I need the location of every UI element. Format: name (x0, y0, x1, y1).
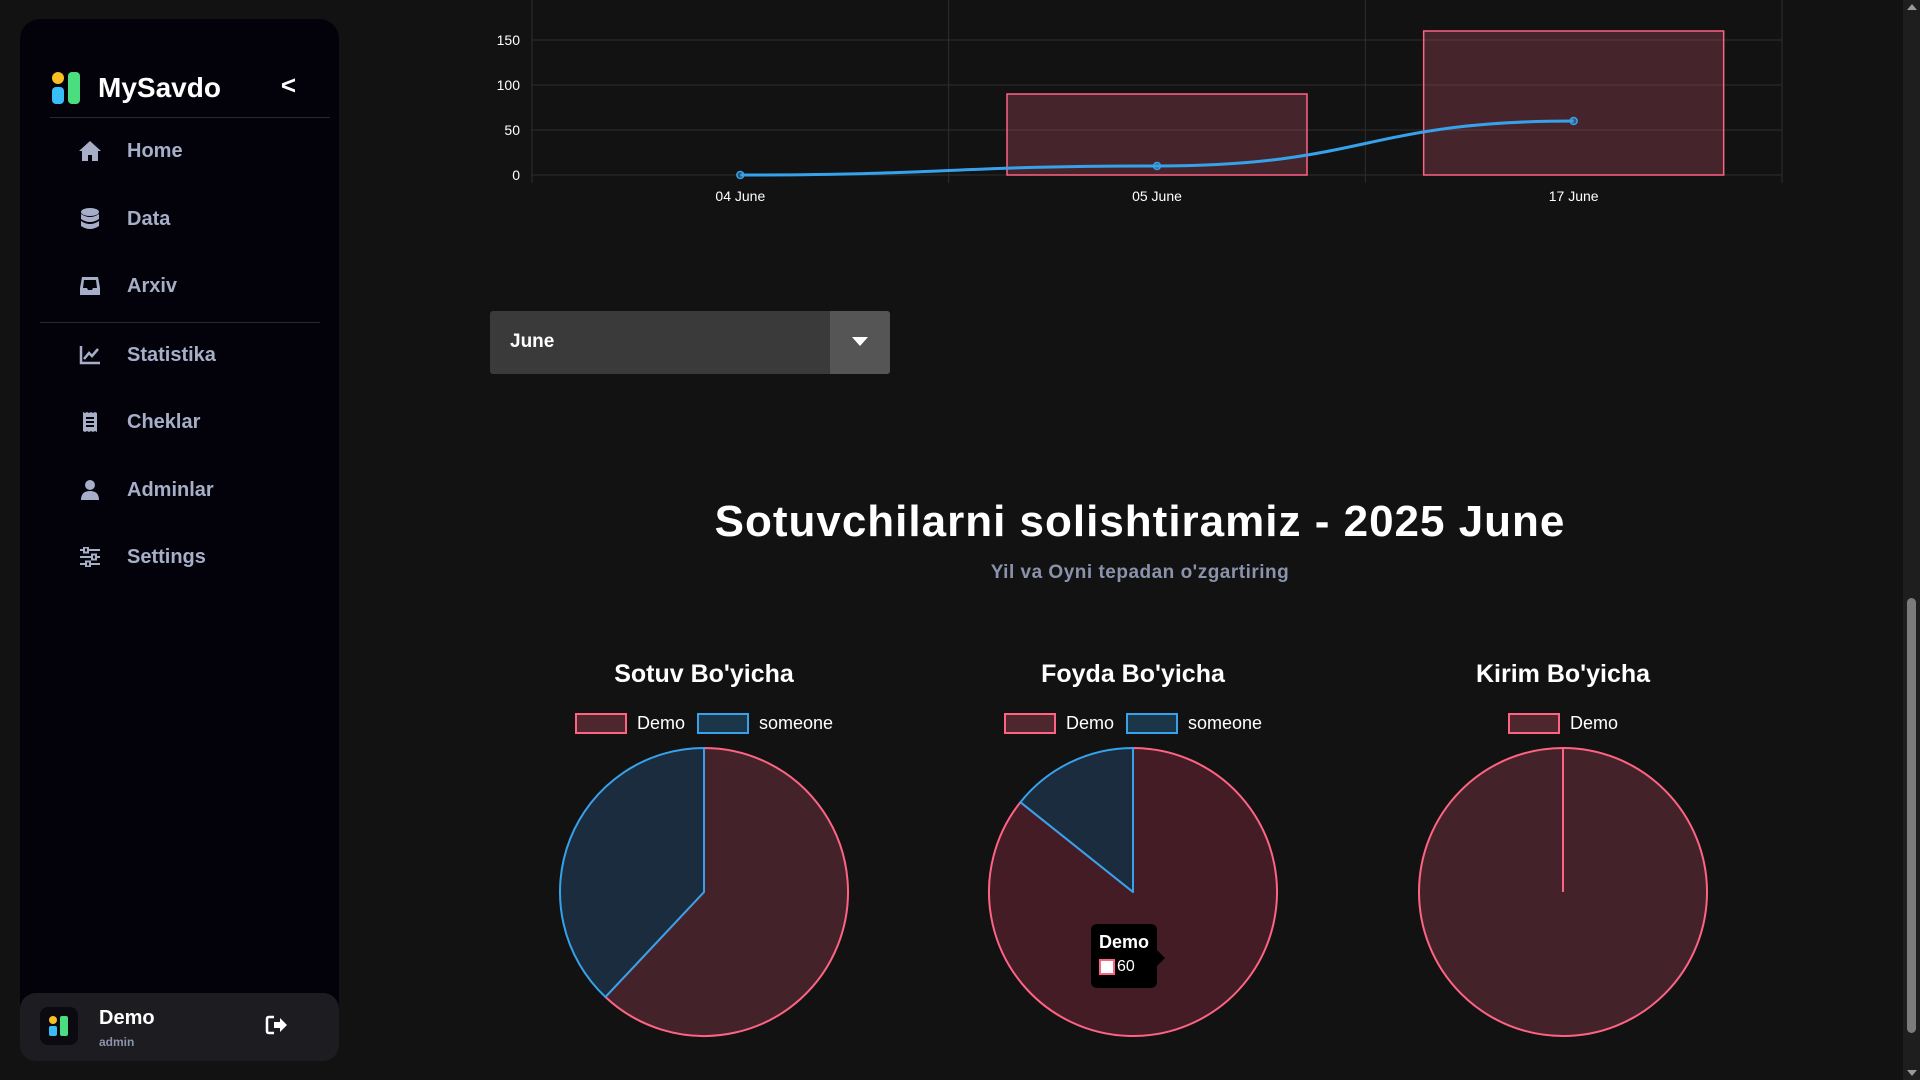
user-card: Demo admin (20, 993, 339, 1061)
legend-label: Demo (1569, 713, 1618, 733)
profit-pie-chart: Foyda Bo'yicha Demo someone Demo 60 (918, 655, 1348, 1055)
legend-label: Demo (1065, 713, 1114, 733)
x-tick-label: 05 June (1132, 188, 1182, 204)
sidebar-item-data[interactable]: Data (56, 193, 316, 245)
legend: Demo someone (489, 713, 919, 734)
chart-tooltip: Demo 60 (1091, 924, 1165, 988)
sidebar-item-label: Home (127, 139, 183, 162)
receipt-icon (76, 408, 104, 436)
scroll-up-icon[interactable] (1907, 4, 1917, 10)
series-line (740, 119, 1574, 177)
income-pie-chart: Kirim Bo'yicha Demo (1348, 655, 1778, 1055)
avatar (40, 1007, 78, 1045)
caret-down-icon (852, 334, 868, 352)
scroll-thumb[interactable] (1907, 598, 1916, 1033)
sidebar: MySavdo < Home Data Arxiv Statistika Che… (20, 19, 339, 1061)
sidebar-item-label: Data (127, 207, 171, 230)
legend-item[interactable]: Demo (1003, 713, 1114, 734)
sidebar-item-label: Statistika (127, 343, 216, 366)
divider (40, 322, 320, 323)
sliders-icon (76, 543, 104, 571)
tooltip-value: 60 (1117, 958, 1135, 975)
sidebar-item-cheklar[interactable]: Cheklar (56, 396, 316, 448)
pie-slices (988, 747, 1278, 1037)
tooltip-caret (1157, 950, 1165, 966)
section-title: Sotuvchilarni solishtiramiz - 2025 June (714, 497, 1566, 546)
user-icon (76, 476, 104, 504)
legend-swatch (696, 713, 749, 734)
legend-swatch (574, 713, 627, 734)
bar (1422, 30, 1725, 176)
legend-label: someone (758, 713, 834, 733)
database-icon (76, 205, 104, 233)
sidebar-item-home[interactable]: Home (56, 125, 316, 177)
x-tick-label: 17 June (1549, 188, 1599, 204)
logout-icon (265, 1015, 289, 1039)
month-select-value: June (510, 331, 555, 352)
inbox-icon (76, 272, 104, 300)
sidebar-item-adminlar[interactable]: Adminlar (56, 464, 316, 516)
sidebar-item-arxiv[interactable]: Arxiv (56, 260, 316, 312)
legend-item[interactable]: Demo (1507, 713, 1618, 734)
y-tick-label: 50 (504, 122, 520, 138)
sidebar-item-label: Arxiv (127, 274, 178, 297)
pie-slice (604, 747, 849, 1037)
sidebar-item-label: Cheklar (127, 410, 201, 433)
user-role: admin (99, 1035, 135, 1049)
pie-title: Kirim Bo'yicha (1475, 660, 1651, 688)
line-point (1152, 161, 1162, 171)
user-name: Demo (99, 1007, 155, 1029)
legend-item[interactable]: someone (1125, 713, 1263, 734)
scrollbar[interactable] (1903, 0, 1920, 1080)
y-tick-label: 0 (512, 167, 520, 183)
sidebar-item-label: Settings (127, 545, 206, 568)
pie-slices (559, 747, 849, 1037)
logout-button[interactable] (265, 1015, 291, 1039)
line-point (1569, 116, 1578, 126)
legend: Demo someone (918, 713, 1348, 734)
sales-pie-chart: Sotuv Bo'yicha Demo someone (489, 655, 919, 1055)
sidebar-item-statistika[interactable]: Statistika (56, 329, 316, 381)
chart-line-icon (76, 341, 104, 369)
scroll-down-icon[interactable] (1907, 1070, 1917, 1076)
brand-title: MySavdo (98, 72, 221, 103)
pie-slice (1019, 747, 1134, 893)
home-icon (76, 137, 104, 165)
x-tick-label: 04 June (715, 188, 765, 204)
legend-swatch (1507, 713, 1560, 734)
divider (50, 117, 330, 118)
legend-item[interactable]: someone (696, 713, 834, 734)
legend-swatch (1125, 713, 1178, 734)
tooltip-title: Demo (1099, 932, 1150, 952)
sidebar-item-settings[interactable]: Settings (56, 531, 316, 583)
legend-label: someone (1187, 713, 1263, 733)
app-logo-icon (52, 72, 82, 104)
pie-slice (988, 747, 1278, 1037)
pie-title: Foyda Bo'yicha (1041, 660, 1225, 688)
legend-item[interactable]: Demo (574, 713, 685, 734)
month-select[interactable]: June (490, 311, 890, 374)
pie-slices (1418, 747, 1708, 1037)
pie-title: Sotuv Bo'yicha (614, 660, 794, 688)
line-point (736, 170, 745, 180)
legend: Demo (1348, 713, 1778, 734)
tooltip-swatch (1099, 959, 1115, 975)
dropdown-toggle[interactable] (830, 311, 890, 374)
y-tick-label: 100 (497, 77, 521, 93)
sidebar-item-label: Adminlar (127, 478, 214, 501)
legend-swatch (1003, 713, 1056, 734)
section-subtitle: Yil va Oyni tepadan o'zgartiring (990, 562, 1290, 583)
y-tick-label: 150 (497, 32, 521, 48)
brand[interactable]: MySavdo < (52, 53, 332, 123)
pie-slice (559, 747, 705, 998)
sales-combo-chart: 0 50 100 150 04 June 05 June 17 June (497, 0, 1783, 204)
collapse-sidebar-button[interactable]: < (280, 70, 296, 100)
legend-label: Demo (636, 713, 685, 733)
